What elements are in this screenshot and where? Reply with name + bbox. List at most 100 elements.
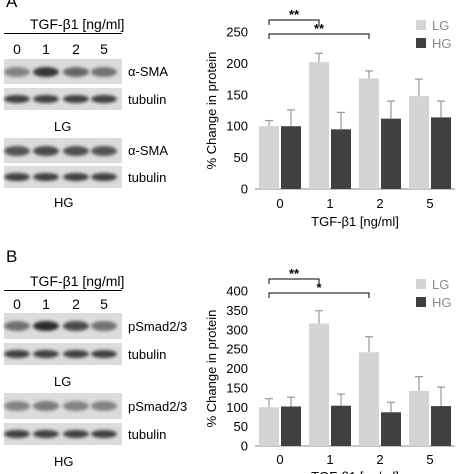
blot-band [33,350,59,358]
bar-hg [381,118,401,189]
x-axis-label: TGF-β1 [ng/ml] [311,469,399,474]
blot-band [91,95,117,103]
y-tick-label: 200 [226,361,248,376]
blot-a-0 [4,59,122,84]
significance-bracket [268,278,320,284]
blot-band [91,350,117,358]
blot-label-a-1: tubulin [128,92,167,107]
blot-band [63,430,89,438]
y-tick-label: 50 [234,150,248,165]
lane-label-a-3: 5 [100,41,108,57]
treatment-header-b: TGF-β1 [ng/ml] [30,273,125,289]
y-tick-label: 100 [226,119,248,134]
bar-lg [259,407,279,446]
bar-hg [431,117,451,189]
blot-band [33,173,59,181]
bar-lg [409,96,429,189]
y-tick-label: 0 [241,182,248,197]
significance-bracket [268,19,320,25]
lane-label-b-1: 1 [42,296,50,312]
blot-band [4,401,30,411]
panel-letter-b: B [6,247,18,266]
x-tick-label: 2 [376,196,383,211]
lane-label-b-3: 5 [100,296,108,312]
blot-band [4,430,30,438]
blot-a-1 [4,88,122,110]
legend-label-lg: LG [432,277,449,292]
blot-band [91,401,117,411]
blot-band [63,95,89,103]
blot-b-3 [4,423,122,445]
x-tick-label: 5 [426,452,433,467]
treatment-header-a: TGF-β1 [ng/ml] [30,16,125,32]
y-axis-label: % Change in protein [204,52,219,170]
bar-hg [331,405,351,446]
y-tick-label: 200 [226,56,248,71]
legend-label-lg: LG [432,18,449,33]
header-underline-a [4,33,122,34]
significance-bracket [268,292,370,298]
blot-band [4,350,30,358]
blot-a-2 [4,138,122,163]
bar-lg [359,78,379,189]
y-tick-label: 300 [226,322,248,337]
x-tick-label: 1 [326,452,333,467]
y-tick-label: 250 [226,342,248,357]
bar-hg [331,129,351,189]
x-tick-label: 0 [276,452,283,467]
significance-marker: ** [289,266,300,281]
y-tick-label: 50 [234,419,248,434]
blot-band [33,321,59,331]
blot-b-1 [4,343,122,365]
blot-band [4,95,30,103]
blot-label-b-3: tubulin [128,427,167,442]
blot-band [63,173,89,181]
lane-label-a-1: 1 [42,41,50,57]
blot-b-0 [4,313,122,339]
legend-label-hg: HG [432,36,452,51]
y-axis-label: % Change in protein [204,310,219,428]
blot-label-b-0: pSmad2/3 [128,319,188,334]
x-axis-label: TGF-β1 [ng/ml] [311,214,399,229]
group-label-a-hg: HG [54,195,74,210]
blot-band [63,350,89,358]
significance-marker: * [316,280,322,295]
significance-bracket [268,33,370,39]
blot-label-a-3: tubulin [128,170,167,185]
legend-swatch-hg [416,38,426,48]
blot-band [33,95,59,103]
x-tick-label: 5 [426,196,433,211]
blot-band [91,321,117,331]
bar-hg [431,406,451,446]
y-tick-label: 0 [241,439,248,454]
group-label-b-lg: LG [54,374,72,389]
bar-lg [259,126,279,189]
lane-label-b-2: 2 [72,296,80,312]
blot-band [4,321,30,331]
blot-band [63,146,89,156]
header-underline-b [4,290,122,291]
y-tick-label: 150 [226,380,248,395]
blot-b-2 [4,393,122,419]
y-tick-label: 250 [226,25,248,40]
blot-label-b-1: tubulin [128,347,167,362]
blot-band [33,401,59,411]
blot-band [91,173,117,181]
group-label-b-hg: HG [54,454,74,469]
group-label-a-lg: LG [54,119,72,134]
blot-label-a-0: α-SMA [128,64,169,79]
lane-label-a-0: 0 [13,41,21,57]
legend-swatch-hg [416,297,426,307]
y-tick-label: 350 [226,303,248,318]
x-tick-label: 2 [376,452,383,467]
bar-lg [359,352,379,446]
blot-band [4,67,30,77]
lane-label-a-2: 2 [72,41,80,57]
bar-hg [381,412,401,446]
blot-band [33,430,59,438]
bar-lg [409,390,429,446]
y-tick-label: 400 [226,284,248,299]
blot-band [91,430,117,438]
y-tick-label: 150 [226,87,248,102]
